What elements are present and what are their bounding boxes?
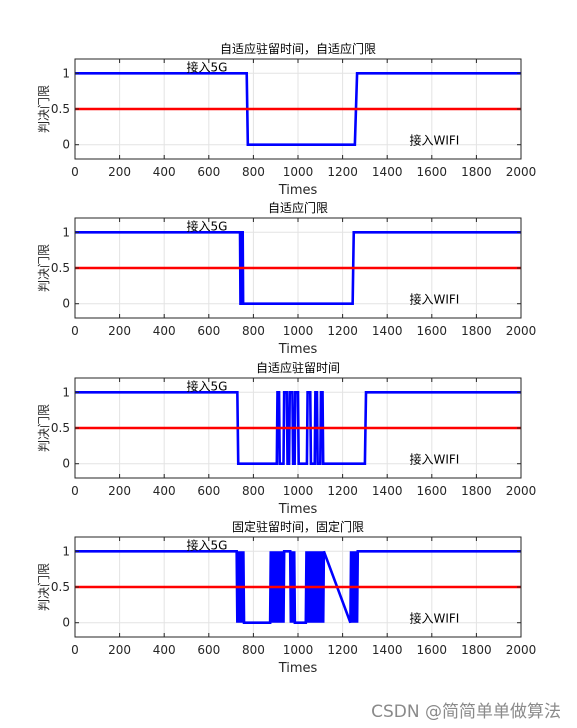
x-tick-label: 1400 [372,165,403,179]
x-tick-label: 800 [242,324,265,338]
decision-line [75,549,521,625]
x-tick-label: 1000 [283,484,314,498]
x-tick-label: 2000 [506,643,537,657]
x-tick-label: 600 [197,643,220,657]
x-tick-label: 400 [153,324,176,338]
x-tick-label: 2000 [506,165,537,179]
subplot-4: 0 200 400 600 800 1000 1200 1400 1600 1800 2000 0 0.… [36,519,536,676]
y-tick-label: 0 [62,457,70,471]
y-tick-label: 1 [62,544,70,558]
x-tick-label: 400 [153,165,176,179]
y-tick-label: 1 [62,385,70,399]
x-tick-label: 1000 [283,165,314,179]
y-tick-label: 0.5 [51,261,70,275]
x-tick-label: 800 [242,165,265,179]
x-tick-label: 1200 [327,165,358,179]
x-tick-label: 400 [153,484,176,498]
annotation-label: 接入WIFI [410,451,460,466]
x-tick-label: 1800 [461,643,492,657]
x-tick-label: 1200 [327,484,358,498]
annotation-label: 接入5G [187,219,228,234]
y-axis-label: 判决门限 [36,85,51,133]
annotation-label: 接入5G [187,538,228,553]
x-axis-label: Times [278,342,318,357]
chart-title: 自适应驻留时间 [256,360,340,375]
x-tick-label: 200 [108,165,131,179]
x-tick-label: 200 [108,643,131,657]
chart-title: 自适应门限 [268,200,328,215]
y-tick-label: 0 [62,138,70,152]
x-tick-label: 2000 [506,484,537,498]
y-tick-label: 0 [62,297,70,311]
chart-title: 自适应驻留时间，自适应门限 [220,41,376,56]
x-tick-label: 1400 [372,643,403,657]
x-tick-label: 0 [71,324,79,338]
annotation-label: 接入5G [187,379,228,394]
y-axis-label: 判决门限 [36,244,51,292]
x-tick-label: 0 [71,643,79,657]
annotation-label: 接入WIFI [410,610,460,625]
y-tick-label: 1 [62,66,70,80]
x-tick-label: 0 [71,484,79,498]
y-tick-label: 0.5 [51,580,70,594]
x-tick-label: 800 [242,643,265,657]
x-tick-label: 1600 [417,165,448,179]
x-tick-label: 1600 [417,484,448,498]
annotation-label: 接入WIFI [410,132,460,147]
y-tick-label: 0.5 [51,421,70,435]
subplot-3: 0 200 400 600 800 1000 1200 1400 1600 1800 2000 0 0.… [36,360,536,517]
y-tick-label: 0.5 [51,102,70,116]
x-tick-label: 1400 [372,484,403,498]
x-tick-label: 600 [197,484,220,498]
x-tick-label: 1200 [327,324,358,338]
x-tick-label: 200 [108,484,131,498]
annotation-label: 接入5G [187,60,228,75]
x-tick-label: 0 [71,165,79,179]
subplot-1: 0 200 400 600 800 1000 1200 1400 1600 1800 2000 0 0.… [36,41,536,198]
x-tick-label: 1600 [417,643,448,657]
x-tick-label: 600 [197,165,220,179]
x-tick-label: 1000 [283,643,314,657]
x-tick-label: 1800 [461,484,492,498]
chart-title: 固定驻留时间，固定门限 [232,519,364,534]
decision-line [75,71,521,147]
x-tick-label: 1600 [417,324,448,338]
x-tick-label: 600 [197,324,220,338]
subplot-2: 0 200 400 600 800 1000 1200 1400 1600 1800 2000 0 0.… [36,200,536,357]
x-tick-label: 1800 [461,324,492,338]
x-tick-label: 1400 [372,324,403,338]
x-axis-label: Times [278,502,318,517]
y-axis-label: 判决门限 [36,563,51,611]
watermark: CSDN @简简单单做算法 [371,702,561,722]
x-tick-label: 200 [108,324,131,338]
x-tick-label: 1800 [461,165,492,179]
x-axis-label: Times [278,183,318,198]
x-tick-label: 2000 [506,324,537,338]
y-tick-label: 0 [62,616,70,630]
annotation-label: 接入WIFI [410,291,460,306]
x-axis-label: Times [278,661,318,676]
y-axis-label: 判决门限 [36,404,51,452]
x-tick-label: 1000 [283,324,314,338]
x-tick-label: 400 [153,643,176,657]
y-tick-label: 1 [62,225,70,239]
x-tick-label: 800 [242,484,265,498]
x-tick-label: 1200 [327,643,358,657]
